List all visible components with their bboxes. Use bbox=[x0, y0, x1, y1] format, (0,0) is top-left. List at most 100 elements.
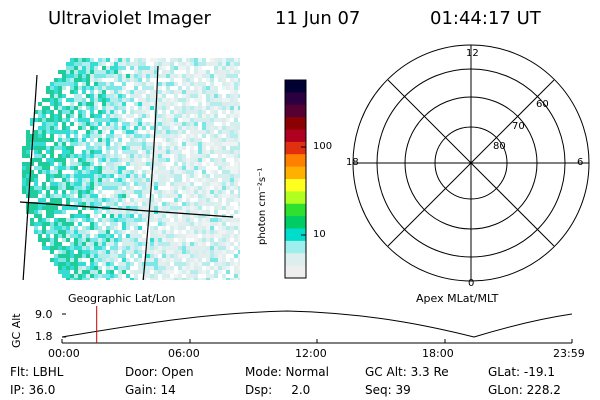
emission-pixel bbox=[234, 270, 238, 274]
emission-pixel bbox=[126, 262, 130, 266]
emission-pixel bbox=[226, 98, 230, 102]
emission-pixel bbox=[162, 82, 166, 86]
emission-pixel bbox=[238, 170, 240, 174]
emission-pixel bbox=[102, 142, 106, 146]
emission-pixel bbox=[222, 82, 226, 86]
emission-pixel bbox=[170, 258, 174, 262]
emission-pixel bbox=[86, 206, 90, 210]
emission-pixel bbox=[90, 202, 94, 206]
emission-pixel bbox=[118, 234, 122, 238]
emission-pixel bbox=[194, 250, 198, 254]
emission-pixel bbox=[146, 86, 150, 90]
emission-pixel bbox=[170, 134, 174, 138]
emission-pixel bbox=[218, 98, 222, 102]
emission-pixel bbox=[74, 166, 78, 170]
emission-pixel bbox=[122, 166, 126, 170]
emission-pixel bbox=[166, 254, 170, 258]
emission-pixel bbox=[50, 194, 54, 198]
emission-pixel bbox=[42, 130, 46, 134]
emission-pixel bbox=[98, 162, 102, 166]
emission-pixel bbox=[106, 86, 110, 90]
emission-pixel bbox=[98, 242, 102, 246]
emission-pixel bbox=[150, 146, 154, 150]
emission-pixel bbox=[222, 178, 226, 182]
emission-pixel bbox=[134, 218, 138, 222]
emission-pixel bbox=[150, 254, 154, 258]
emission-pixel bbox=[230, 102, 234, 106]
emission-pixel bbox=[178, 230, 182, 234]
emission-pixel bbox=[210, 230, 214, 234]
emission-pixel bbox=[106, 210, 110, 214]
emission-pixel bbox=[126, 194, 130, 198]
emission-pixel bbox=[142, 198, 146, 202]
emission-pixel bbox=[22, 182, 26, 186]
emission-pixel bbox=[158, 114, 162, 118]
emission-pixel bbox=[226, 74, 230, 78]
emission-pixel bbox=[210, 274, 214, 278]
emission-pixel bbox=[70, 230, 74, 234]
emission-pixel bbox=[90, 58, 94, 62]
emission-pixel bbox=[174, 118, 178, 122]
emission-pixel bbox=[198, 238, 202, 242]
colorbar-cell bbox=[285, 129, 306, 143]
emission-pixel bbox=[62, 262, 66, 266]
emission-pixel bbox=[38, 114, 42, 118]
emission-pixel bbox=[70, 190, 74, 194]
emission-pixel bbox=[98, 210, 102, 214]
emission-pixel bbox=[170, 122, 174, 126]
emission-pixel bbox=[46, 186, 50, 190]
emission-pixel bbox=[226, 86, 230, 90]
emission-pixel bbox=[186, 82, 190, 86]
emission-pixel bbox=[130, 238, 134, 242]
emission-pixel bbox=[226, 242, 230, 246]
emission-pixel bbox=[150, 194, 154, 198]
emission-pixel bbox=[214, 158, 218, 162]
emission-pixel bbox=[238, 142, 240, 146]
emission-pixel bbox=[182, 278, 186, 280]
emission-pixel bbox=[174, 106, 178, 110]
emission-pixel bbox=[190, 138, 194, 142]
emission-pixel bbox=[218, 230, 222, 234]
emission-pixel bbox=[82, 126, 86, 130]
emission-pixel bbox=[94, 198, 98, 202]
emission-pixel bbox=[214, 94, 218, 98]
emission-pixel bbox=[54, 86, 58, 90]
emission-pixel bbox=[190, 222, 194, 226]
emission-pixel bbox=[114, 222, 118, 226]
emission-pixel bbox=[82, 234, 86, 238]
emission-pixel bbox=[102, 102, 106, 106]
emission-pixel bbox=[210, 110, 214, 114]
emission-pixel bbox=[70, 194, 74, 198]
emission-pixel bbox=[186, 254, 190, 258]
emission-pixel bbox=[134, 246, 138, 250]
emission-pixel bbox=[78, 198, 82, 202]
emission-pixel bbox=[202, 90, 206, 94]
emission-pixel bbox=[122, 102, 126, 106]
emission-pixel bbox=[194, 278, 198, 280]
emission-pixel bbox=[74, 242, 78, 246]
emission-pixel bbox=[114, 166, 118, 170]
emission-pixel bbox=[214, 146, 218, 150]
emission-pixel bbox=[38, 150, 42, 154]
sequence-value: Seq: 39 bbox=[365, 383, 411, 397]
emission-pixel bbox=[62, 122, 66, 126]
emission-pixel bbox=[106, 218, 110, 222]
emission-pixel bbox=[26, 138, 30, 142]
emission-pixel bbox=[90, 242, 94, 246]
emission-pixel bbox=[66, 182, 70, 186]
emission-pixel bbox=[194, 254, 198, 258]
emission-pixel bbox=[206, 94, 210, 98]
emission-pixel bbox=[70, 158, 74, 162]
emission-pixel bbox=[202, 122, 206, 126]
emission-pixel bbox=[230, 86, 234, 90]
emission-pixel bbox=[130, 230, 134, 234]
emission-pixel bbox=[222, 170, 226, 174]
emission-pixel bbox=[158, 170, 162, 174]
emission-pixel bbox=[42, 194, 46, 198]
emission-pixel bbox=[58, 254, 62, 258]
emission-pixel bbox=[34, 166, 38, 170]
emission-pixel bbox=[214, 62, 218, 66]
emission-pixel bbox=[66, 174, 70, 178]
emission-pixel bbox=[30, 158, 34, 162]
emission-pixel bbox=[90, 134, 94, 138]
